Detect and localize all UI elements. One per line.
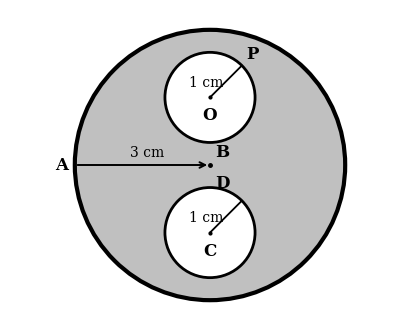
Circle shape [75,30,345,300]
Text: B: B [215,145,230,161]
Text: P: P [247,46,259,63]
Text: O: O [203,107,217,124]
Text: D: D [215,175,230,192]
Text: 1 cm: 1 cm [189,211,223,225]
Text: 1 cm: 1 cm [189,76,223,90]
Circle shape [165,187,255,278]
Text: 3 cm: 3 cm [130,146,164,160]
Circle shape [165,52,255,143]
Text: C: C [203,243,217,259]
Text: A: A [55,156,68,174]
